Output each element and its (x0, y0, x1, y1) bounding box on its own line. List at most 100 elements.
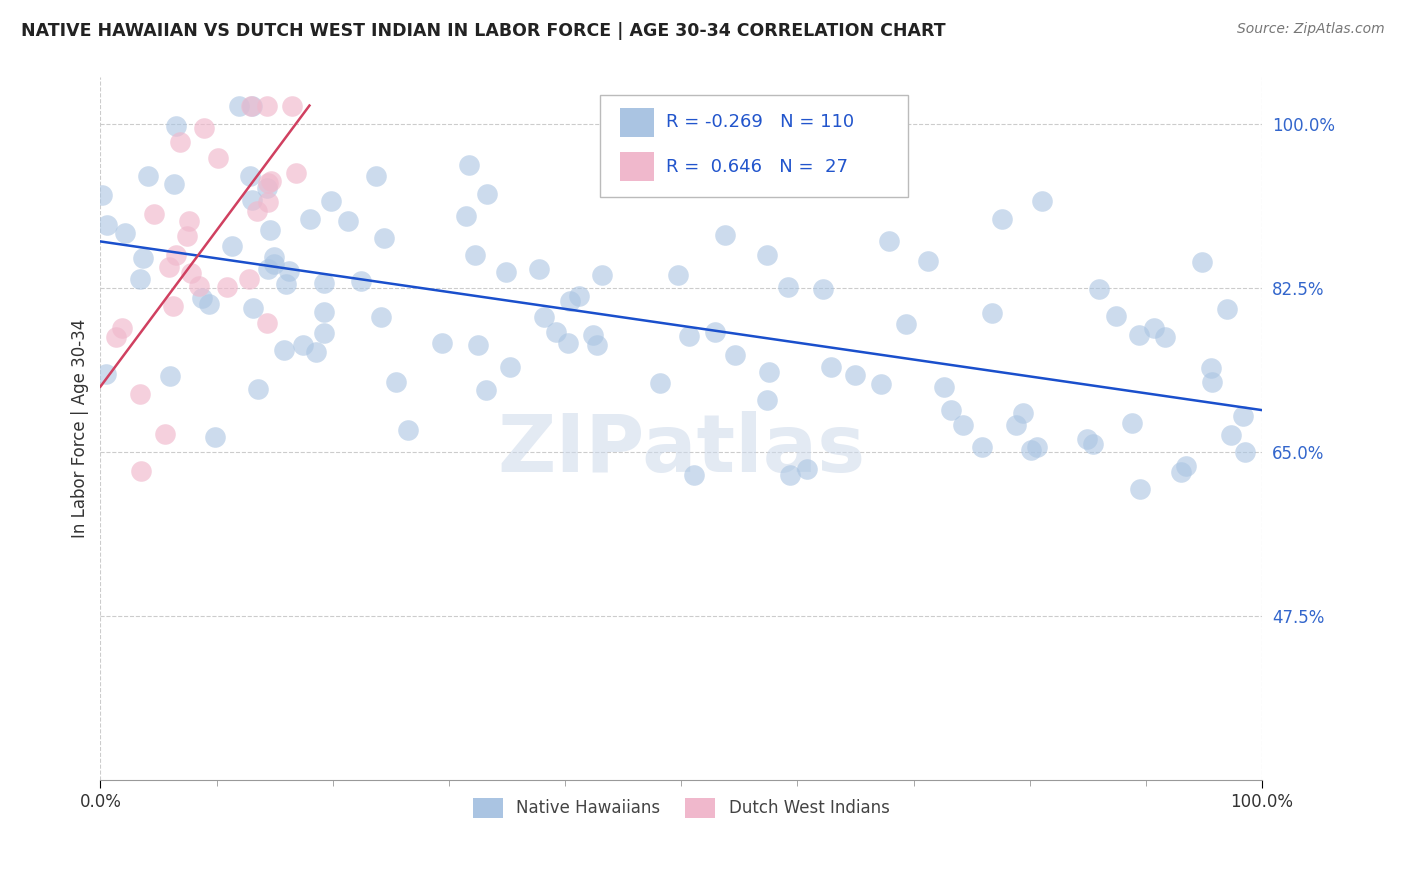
Point (758, 365, 780, 379)
Point (820, 360, 842, 375)
Point (256, 176, 278, 190)
Point (179, 214, 201, 228)
Point (1233, 445, 1256, 459)
Point (495, 265, 517, 279)
Point (257, 261, 280, 276)
Point (129, 272, 152, 286)
Point (155, 426, 177, 441)
Point (285, 166, 308, 180)
Point (169, 135, 191, 149)
Point (263, 257, 285, 271)
Point (204, 430, 226, 444)
Point (723, 348, 745, 362)
Point (314, 305, 336, 319)
Point (499, 359, 522, 374)
Point (240, 98, 263, 112)
Point (129, 387, 152, 401)
Point (591, 268, 613, 282)
Point (1143, 320, 1166, 334)
Point (779, 468, 801, 483)
Point (1105, 310, 1128, 324)
Point (1005, 417, 1028, 432)
Point (114, 226, 136, 240)
Point (1025, 440, 1047, 454)
Point (191, 292, 214, 306)
Point (336, 214, 359, 228)
Point (96, 218, 118, 232)
Point (1083, 436, 1105, 450)
Point (568, 289, 591, 303)
Point (1128, 327, 1150, 342)
Point (245, 203, 267, 218)
Point (714, 227, 737, 242)
Point (221, 238, 243, 252)
Point (291, 338, 314, 352)
Point (238, 271, 260, 285)
Point (157, 260, 180, 274)
Point (475, 186, 498, 201)
Point (228, 98, 250, 112)
Point (162, 299, 184, 313)
Point (952, 418, 974, 433)
Point (256, 316, 278, 330)
Point (314, 276, 336, 290)
Point (277, 264, 299, 278)
Point (188, 279, 211, 293)
Point (1170, 465, 1192, 479)
Point (256, 98, 278, 112)
Point (370, 310, 392, 325)
Point (557, 335, 579, 350)
Point (240, 98, 263, 112)
Point (207, 151, 229, 165)
Point (305, 345, 328, 359)
Point (373, 231, 395, 245)
Point (894, 318, 917, 332)
Point (666, 268, 689, 282)
Point (842, 179, 865, 194)
Text: Source: ZipAtlas.com: Source: ZipAtlas.com (1237, 22, 1385, 37)
Bar (620, 152, 654, 181)
Point (533, 310, 555, 324)
Point (159, 369, 181, 384)
Point (1129, 482, 1152, 496)
Point (257, 194, 280, 209)
Point (165, 120, 187, 134)
Point (259, 222, 281, 236)
Point (544, 325, 567, 339)
Point (94, 367, 117, 381)
Point (778, 280, 800, 294)
Point (239, 169, 262, 183)
Point (432, 336, 454, 351)
Point (281, 98, 304, 112)
Point (467, 337, 489, 351)
Point (1232, 409, 1254, 424)
Point (456, 209, 478, 223)
Text: NATIVE HAWAIIAN VS DUTCH WEST INDIAN IN LABOR FORCE | AGE 30-34 CORRELATION CHAR: NATIVE HAWAIIAN VS DUTCH WEST INDIAN IN … (21, 22, 946, 40)
Point (755, 393, 778, 408)
Point (396, 423, 419, 437)
Point (242, 301, 264, 316)
Point (648, 376, 671, 390)
Point (981, 306, 1004, 320)
Point (1076, 432, 1098, 446)
Point (970, 440, 993, 454)
Point (165, 248, 187, 262)
Point (464, 248, 486, 262)
Point (276, 277, 298, 291)
Point (91, 188, 114, 202)
Point (142, 206, 165, 220)
Point (1215, 301, 1237, 316)
Point (811, 282, 834, 296)
Point (1175, 458, 1198, 473)
Point (176, 228, 198, 243)
Point (366, 169, 388, 184)
Point (299, 211, 322, 226)
Point (1088, 282, 1111, 296)
Text: R = -0.269   N = 110: R = -0.269 N = 110 (666, 113, 855, 131)
Point (263, 250, 285, 264)
Point (163, 178, 186, 192)
Point (321, 194, 343, 208)
Point (703, 325, 725, 339)
Point (385, 375, 408, 389)
Text: R =  0.646   N =  27: R = 0.646 N = 27 (666, 158, 848, 176)
